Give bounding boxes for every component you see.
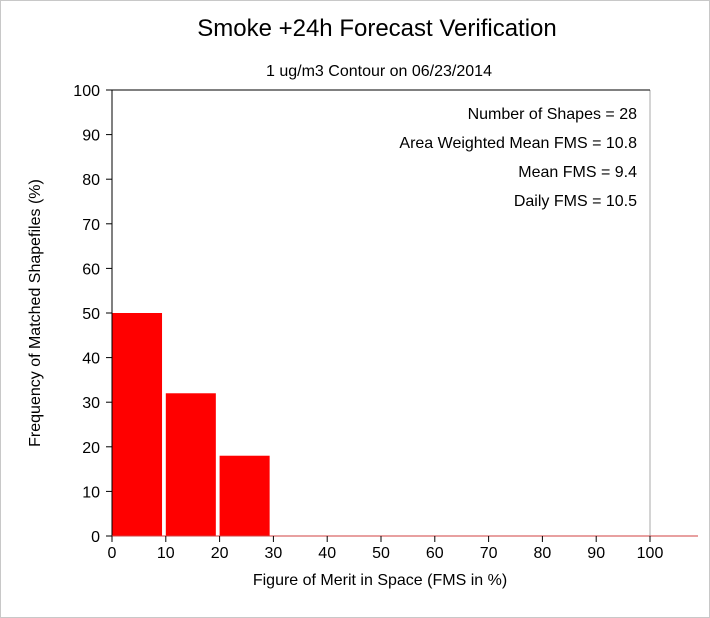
y-tick-label: 0 [91, 529, 100, 546]
y-tick-label: 30 [82, 395, 100, 412]
x-tick-label: 10 [157, 545, 175, 562]
stats-annotation: Mean FMS = 9.4 [518, 164, 637, 181]
stats-annotation: Area Weighted Mean FMS = 10.8 [399, 135, 637, 152]
y-tick-label: 70 [82, 217, 100, 234]
x-tick-label: 70 [480, 545, 498, 562]
x-tick-label: 100 [637, 545, 664, 562]
x-tick-label: 90 [587, 545, 605, 562]
y-tick-label: 60 [82, 261, 100, 278]
x-tick-label: 80 [534, 545, 552, 562]
chart-title: Smoke +24h Forecast Verification [197, 15, 557, 42]
y-tick-label: 20 [82, 440, 100, 457]
stats-annotations: Number of Shapes = 28 Area Weighted Mean … [399, 106, 637, 210]
y-tick-label: 100 [73, 83, 100, 100]
stats-annotation: Number of Shapes = 28 [468, 106, 638, 123]
x-tick-label: 20 [211, 545, 229, 562]
chart-subtitle: 1 ug/m3 Contour on 06/23/2014 [266, 63, 492, 80]
x-axis-label: Figure of Merit in Space (FMS in %) [253, 572, 507, 589]
x-tick-label: 50 [372, 545, 390, 562]
y-tick-label: 10 [82, 484, 100, 501]
stats-annotation: Daily FMS = 10.5 [514, 193, 637, 210]
y-tick-label: 40 [82, 351, 100, 368]
y-tick-label: 50 [82, 306, 100, 323]
histogram-bar [165, 393, 216, 536]
x-tick-label: 0 [108, 545, 117, 562]
x-tick-label: 30 [265, 545, 283, 562]
histogram-bar [219, 455, 270, 536]
plot-area: 0 10 20 30 40 50 60 70 80 90 100 0 10 20 30 40 50 60 70 80 9… [73, 83, 698, 562]
y-tick-label: 90 [82, 128, 100, 145]
y-tick-label: 80 [82, 172, 100, 189]
histogram-bar [112, 313, 163, 536]
y-axis-label: Frequency of Matched Shapefiles (%) [27, 179, 44, 447]
x-tick-label: 40 [318, 545, 336, 562]
x-tick-label: 60 [426, 545, 444, 562]
